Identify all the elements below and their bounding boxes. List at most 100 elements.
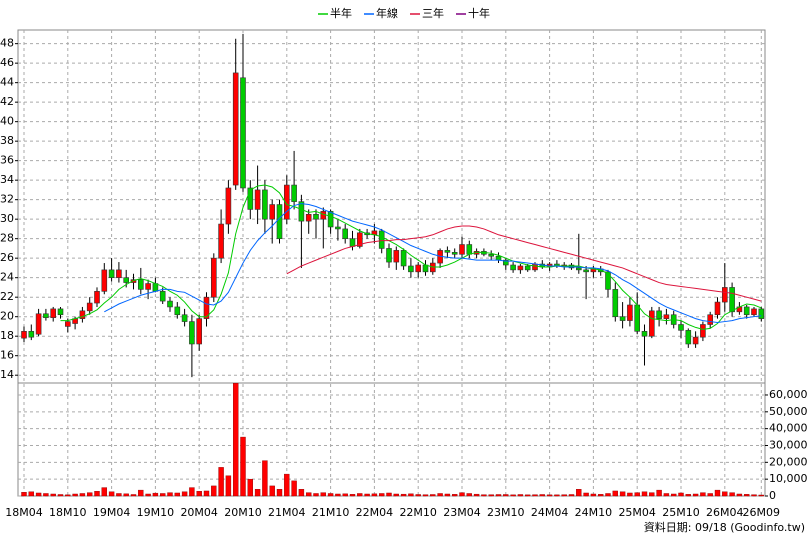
volume-bar bbox=[349, 494, 356, 497]
volume-bar bbox=[35, 492, 42, 497]
volume-bar bbox=[203, 490, 210, 497]
volume-bar bbox=[320, 492, 326, 497]
candle-body bbox=[291, 184, 297, 202]
candle-body bbox=[189, 321, 195, 345]
candle-body bbox=[707, 314, 714, 325]
volume-bar bbox=[685, 494, 691, 497]
x-tick-label: 26M09 bbox=[743, 506, 781, 519]
y-tick-label: 26 bbox=[0, 251, 14, 264]
volume-bar bbox=[437, 493, 443, 497]
x-tick-label: 20M10 bbox=[224, 506, 262, 519]
plot-frame bbox=[17, 29, 766, 497]
candle-body bbox=[335, 226, 341, 230]
candle-body bbox=[692, 336, 699, 345]
x-tick-label: 21M10 bbox=[312, 506, 350, 519]
volume-bar bbox=[386, 492, 392, 497]
y2-tick-label: 20,000 bbox=[769, 455, 808, 468]
candle-body bbox=[50, 308, 57, 318]
volume-bar bbox=[232, 382, 239, 497]
volume-bar bbox=[189, 487, 195, 497]
volume-bar bbox=[50, 493, 56, 497]
candle-body bbox=[641, 331, 648, 337]
volume-bar bbox=[605, 493, 611, 497]
volume-bar bbox=[247, 478, 254, 497]
volume-bar bbox=[736, 493, 743, 497]
candle-body bbox=[583, 269, 589, 273]
volume-bar bbox=[28, 491, 34, 497]
volume-bar bbox=[298, 489, 305, 497]
candle-body bbox=[232, 72, 239, 186]
candle-body bbox=[678, 324, 684, 331]
candle-body bbox=[181, 314, 188, 322]
y-tick-label: 20 bbox=[0, 310, 14, 323]
volume-bar bbox=[583, 492, 589, 497]
x-tick-label: 25M10 bbox=[662, 506, 700, 519]
candle-body bbox=[685, 330, 692, 345]
candle-body bbox=[656, 310, 662, 319]
volume-bar bbox=[452, 494, 458, 497]
candle-body bbox=[510, 264, 516, 271]
y-tick-label: 16 bbox=[0, 349, 14, 362]
volume-bar bbox=[495, 494, 502, 497]
volume-bar bbox=[525, 494, 531, 497]
x-tick-label: 25M04 bbox=[618, 506, 656, 519]
volume-bar bbox=[481, 494, 487, 497]
candle-body bbox=[605, 271, 611, 290]
candle-body bbox=[247, 187, 254, 210]
candle-body bbox=[524, 265, 531, 271]
volume-bar bbox=[473, 493, 480, 497]
candle-body bbox=[174, 306, 181, 316]
volume-bar bbox=[700, 492, 706, 497]
y2-tick-label: 60,000 bbox=[769, 388, 808, 401]
candle-body bbox=[28, 331, 35, 338]
candle-body bbox=[532, 263, 538, 271]
volume-bar bbox=[379, 493, 385, 497]
candle-body bbox=[743, 306, 750, 316]
volume-bar bbox=[57, 494, 64, 497]
x-tick-label: 18M04 bbox=[5, 506, 43, 519]
volume-bar bbox=[488, 494, 494, 497]
volume-bar bbox=[167, 492, 173, 497]
volume-bar bbox=[568, 494, 575, 497]
volume-bar bbox=[744, 494, 750, 497]
volume-bar bbox=[459, 492, 465, 497]
candle-body bbox=[488, 253, 495, 257]
volume-bar bbox=[663, 493, 670, 497]
y-tick-label: 22 bbox=[0, 290, 14, 303]
candle-body bbox=[729, 287, 735, 313]
volume-bar bbox=[262, 460, 268, 497]
volume-bar bbox=[722, 491, 728, 497]
volume-bar bbox=[758, 494, 764, 497]
x-tick-label: 19M04 bbox=[93, 506, 131, 519]
candle-body bbox=[327, 211, 334, 228]
volume-bar bbox=[327, 493, 334, 497]
ma-line bbox=[104, 203, 762, 324]
volume-bar bbox=[546, 494, 553, 497]
candle-body bbox=[298, 201, 305, 222]
volume-bar bbox=[269, 485, 275, 497]
candle-body bbox=[721, 287, 728, 303]
volume-bar bbox=[415, 494, 421, 497]
y-tick-label: 46 bbox=[0, 56, 14, 69]
volume-bar bbox=[576, 489, 582, 497]
volume-bar bbox=[196, 491, 202, 497]
volume-bar bbox=[335, 493, 341, 497]
candle-body bbox=[444, 250, 451, 253]
volume-bar bbox=[306, 492, 312, 497]
candle-body bbox=[415, 264, 422, 273]
x-tick-label: 22M04 bbox=[356, 506, 394, 519]
volume-bar bbox=[72, 493, 78, 497]
volume-bar bbox=[211, 485, 217, 497]
volume-bar bbox=[79, 493, 86, 497]
candle-body bbox=[422, 264, 429, 273]
volume-bar bbox=[517, 494, 524, 497]
volume-bar bbox=[641, 491, 648, 497]
source-note: 資料日期: 09/18 (Goodinfo.tw) bbox=[644, 520, 805, 534]
volume-bar bbox=[116, 493, 122, 497]
y-tick-label: 34 bbox=[0, 173, 14, 186]
candle-body bbox=[400, 250, 407, 267]
candle-body bbox=[65, 321, 71, 327]
candle-body bbox=[159, 291, 166, 302]
y-tick-label: 30 bbox=[0, 212, 14, 225]
y-tick-label: 48 bbox=[0, 37, 14, 50]
